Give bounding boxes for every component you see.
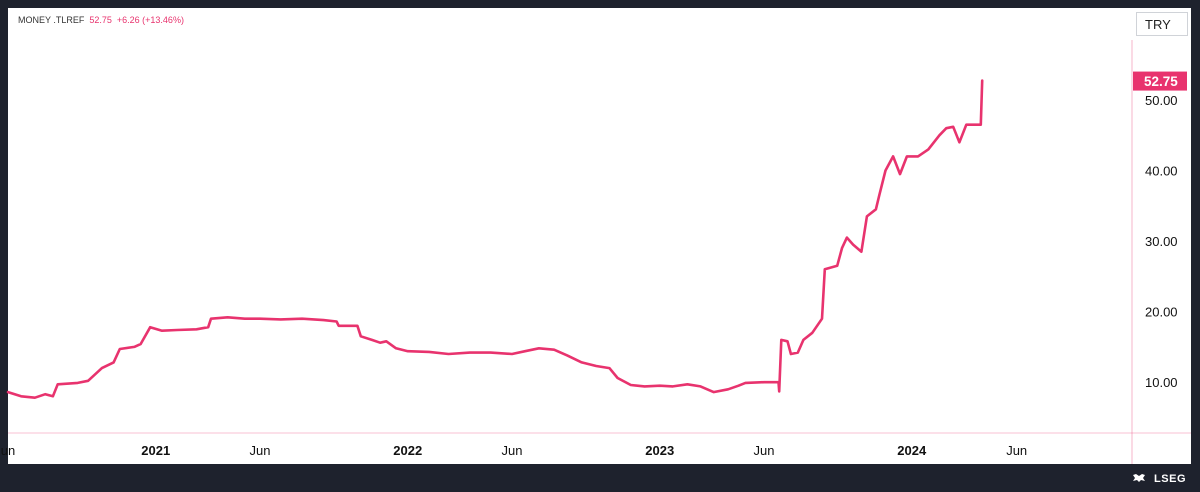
y-tick-label: 20.00 <box>1145 305 1178 320</box>
y-tick-label: 10.00 <box>1145 375 1178 390</box>
chart-panel <box>8 8 1191 464</box>
y-tick-label: 40.00 <box>1145 164 1178 179</box>
x-tick-label: 2022 <box>393 443 422 458</box>
instrument-name: MONEY .TLREF <box>18 15 85 25</box>
y-tick-label: 30.00 <box>1145 234 1178 249</box>
last-value-badge <box>1133 71 1187 91</box>
x-tick-label: 2024 <box>897 443 927 458</box>
brand-name: LSEG <box>1154 473 1186 485</box>
series-line <box>6 79 984 399</box>
footer-bar: LSEG <box>0 464 1200 492</box>
price-change: +6.26 (+13.46%) <box>116 15 184 25</box>
y-tick-label: 50.00 <box>1145 93 1178 108</box>
x-tick-label: 2023 <box>645 443 674 458</box>
x-tick-label: Jun <box>1006 443 1027 458</box>
lseg-logo-icon <box>1133 474 1145 482</box>
x-tick-label: 2021 <box>141 443 170 458</box>
x-tick-label: Jun <box>250 443 271 458</box>
currency-selector[interactable]: TRY <box>1136 12 1188 36</box>
x-tick-label: un <box>1 443 15 458</box>
price-chart[interactable]: un 2021 Jun 2022 Jun 2023 Jun 2024 Jun 10.00 20.00… <box>0 0 1200 464</box>
chart-header: MONEY .TLREF 52.75 +6.26 (+13.46%) <box>18 15 184 25</box>
currency-label: TRY <box>1145 16 1171 32</box>
last-value-label: 52.75 <box>1144 74 1178 89</box>
x-tick-label: Jun <box>502 443 523 458</box>
last-price: 52.75 <box>89 15 112 25</box>
x-tick-label: Jun <box>754 443 775 458</box>
